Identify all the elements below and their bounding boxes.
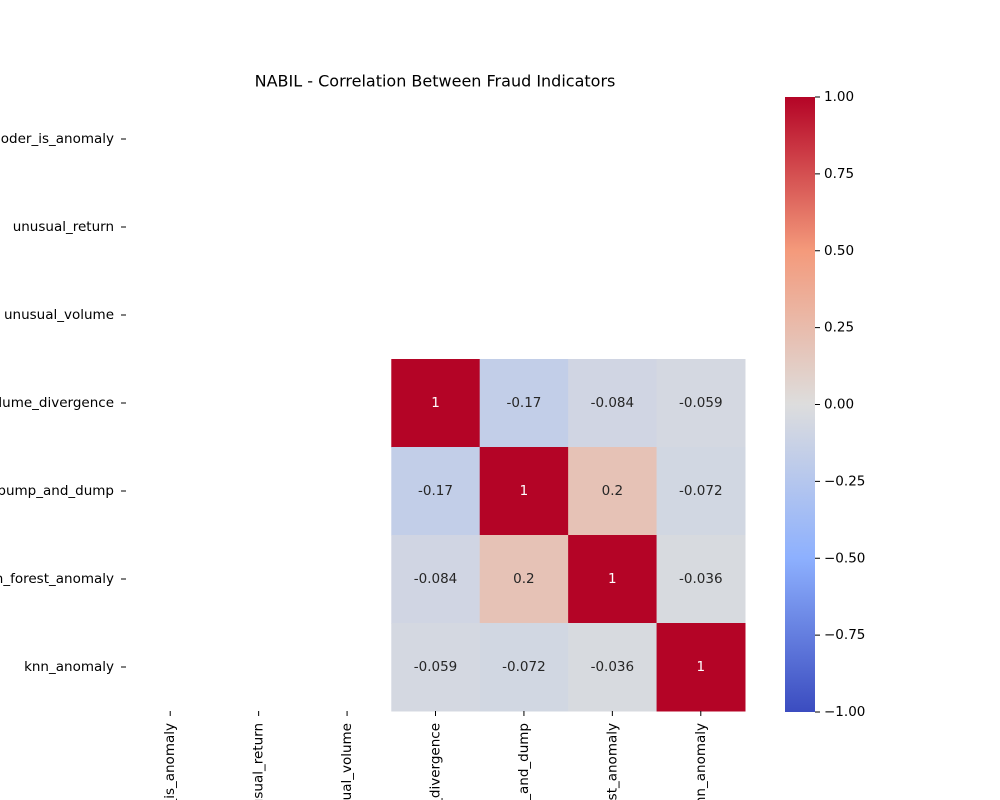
heatmap-cell [479, 359, 569, 448]
heatmap-cell [479, 535, 569, 624]
colorbar-tick-label: 0.25 [824, 320, 854, 336]
heatmap-cell [656, 535, 746, 624]
colorbar-tick-label: 0.50 [824, 243, 854, 259]
heatmap-cell [568, 447, 658, 536]
heatmap-cell [391, 535, 481, 624]
colorbar-tick-label: −0.75 [824, 627, 865, 643]
y-tick-label: isolation_forest_anomaly [0, 571, 114, 587]
heatmap-cell [656, 359, 746, 448]
colorbar-tick-label: −0.50 [824, 550, 865, 566]
x-tick-label: price_volume_divergence [428, 723, 444, 800]
cell-label: -0.072 [679, 483, 723, 499]
cell-label: 1 [608, 571, 617, 587]
heatmap-cell [568, 623, 658, 712]
cell-label: -0.059 [679, 395, 723, 411]
x-tick-label: autoencoder_is_anomaly [162, 723, 178, 800]
chart-title: NABIL - Correlation Between Fraud Indica… [255, 72, 616, 91]
cell-label: -0.17 [418, 483, 453, 499]
cell-label: 1 [520, 483, 529, 499]
colorbar [785, 97, 815, 712]
cell-label: 0.2 [602, 483, 623, 499]
y-tick-label: knn_anomaly [24, 659, 114, 675]
heatmap-cell [656, 623, 746, 712]
cell-label: -0.036 [591, 659, 635, 675]
colorbar-tick-label: −0.25 [824, 473, 865, 489]
heatmap-cell [391, 623, 481, 712]
y-tick-label: pump_and_dump [0, 483, 114, 499]
cell-label: -0.084 [414, 571, 458, 587]
heatmap-cell [479, 623, 569, 712]
heatmap-cell [391, 447, 481, 536]
x-tick-label: knn_anomaly [693, 723, 709, 800]
cell-label: -0.072 [502, 659, 546, 675]
cell-label: -0.17 [506, 395, 541, 411]
y-tick-label: unusual_return [13, 219, 114, 235]
y-tick-label: autoencoder_is_anomaly [0, 131, 114, 147]
cell-label: -0.084 [591, 395, 635, 411]
colorbar-tick-label: −1.00 [824, 704, 865, 720]
colorbar-tick-label: 1.00 [824, 89, 854, 105]
x-tick-label: unusual_return [251, 723, 267, 800]
cell-label: 1 [431, 395, 440, 411]
cell-label: -0.036 [679, 571, 723, 587]
heatmap-cell [568, 359, 658, 448]
heatmap-cell [479, 447, 569, 536]
x-tick-label: unusual_volume [339, 723, 355, 800]
x-tick-label: isolation_forest_anomaly [604, 723, 620, 800]
cell-label: 0.2 [513, 571, 534, 587]
cell-label: 1 [696, 659, 705, 675]
y-tick-label: unusual_volume [4, 307, 114, 323]
x-tick-label: pump_and_dump [516, 723, 532, 800]
colorbar-tick-label: 0.75 [824, 166, 854, 182]
heatmap-cell [656, 447, 746, 536]
colorbar-tick-label: 0.00 [824, 397, 854, 413]
cell-label: -0.059 [414, 659, 458, 675]
heatmap-cell [391, 359, 481, 448]
heatmap-cell [568, 535, 658, 624]
y-tick-label: price_volume_divergence [0, 395, 114, 411]
